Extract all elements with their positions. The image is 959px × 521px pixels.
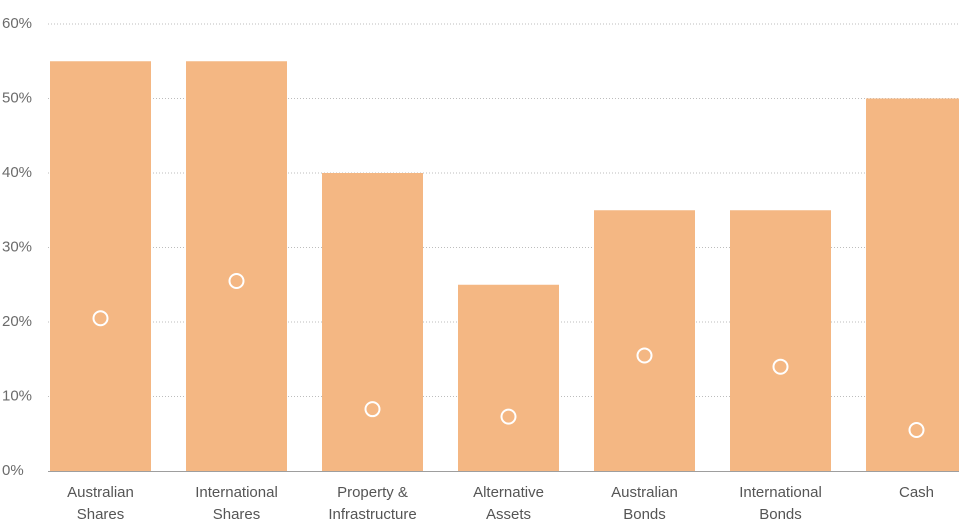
x-tick-label: Cash	[899, 484, 934, 501]
bar	[50, 61, 151, 471]
y-tick-label: 30%	[2, 239, 32, 256]
x-tick-label: Property &	[337, 484, 408, 501]
bar	[730, 210, 831, 471]
y-tick-label: 40%	[2, 164, 32, 181]
marker-point	[500, 408, 517, 425]
x-tick-label: International	[739, 484, 822, 501]
marker-point	[636, 347, 653, 364]
marker-point	[364, 401, 381, 418]
x-tick-label: Bonds	[759, 506, 802, 521]
x-axis-labels: Australian Shares International Shares Prope…	[67, 484, 934, 521]
marker-point	[908, 422, 925, 439]
x-tick-label: Australian	[67, 484, 134, 501]
markers	[92, 273, 925, 439]
y-axis-ticks: 0% 10% 20% 30% 40% 50% 60%	[2, 15, 32, 479]
y-tick-label: 50%	[2, 90, 32, 107]
x-tick-label: Assets	[486, 506, 531, 521]
x-tick-label: Infrastructure	[328, 506, 416, 521]
bars	[50, 61, 959, 471]
x-tick-label: Shares	[77, 506, 125, 521]
y-tick-label: 20%	[2, 313, 32, 330]
bar	[186, 61, 287, 471]
x-tick-label: Alternative	[473, 484, 544, 501]
marker-point	[772, 358, 789, 375]
y-tick-label: 60%	[2, 15, 32, 32]
bar	[322, 173, 423, 471]
x-tick-label: Australian	[611, 484, 678, 501]
marker-point	[228, 273, 245, 290]
bar	[458, 284, 559, 471]
y-tick-label: 0%	[2, 462, 24, 479]
x-tick-label: International	[195, 484, 278, 501]
y-tick-label: 10%	[2, 388, 32, 405]
x-tick-label: Shares	[213, 506, 261, 521]
bar	[866, 98, 959, 471]
x-tick-label: Bonds	[623, 506, 666, 521]
marker-point	[92, 310, 109, 327]
bar	[594, 210, 695, 471]
